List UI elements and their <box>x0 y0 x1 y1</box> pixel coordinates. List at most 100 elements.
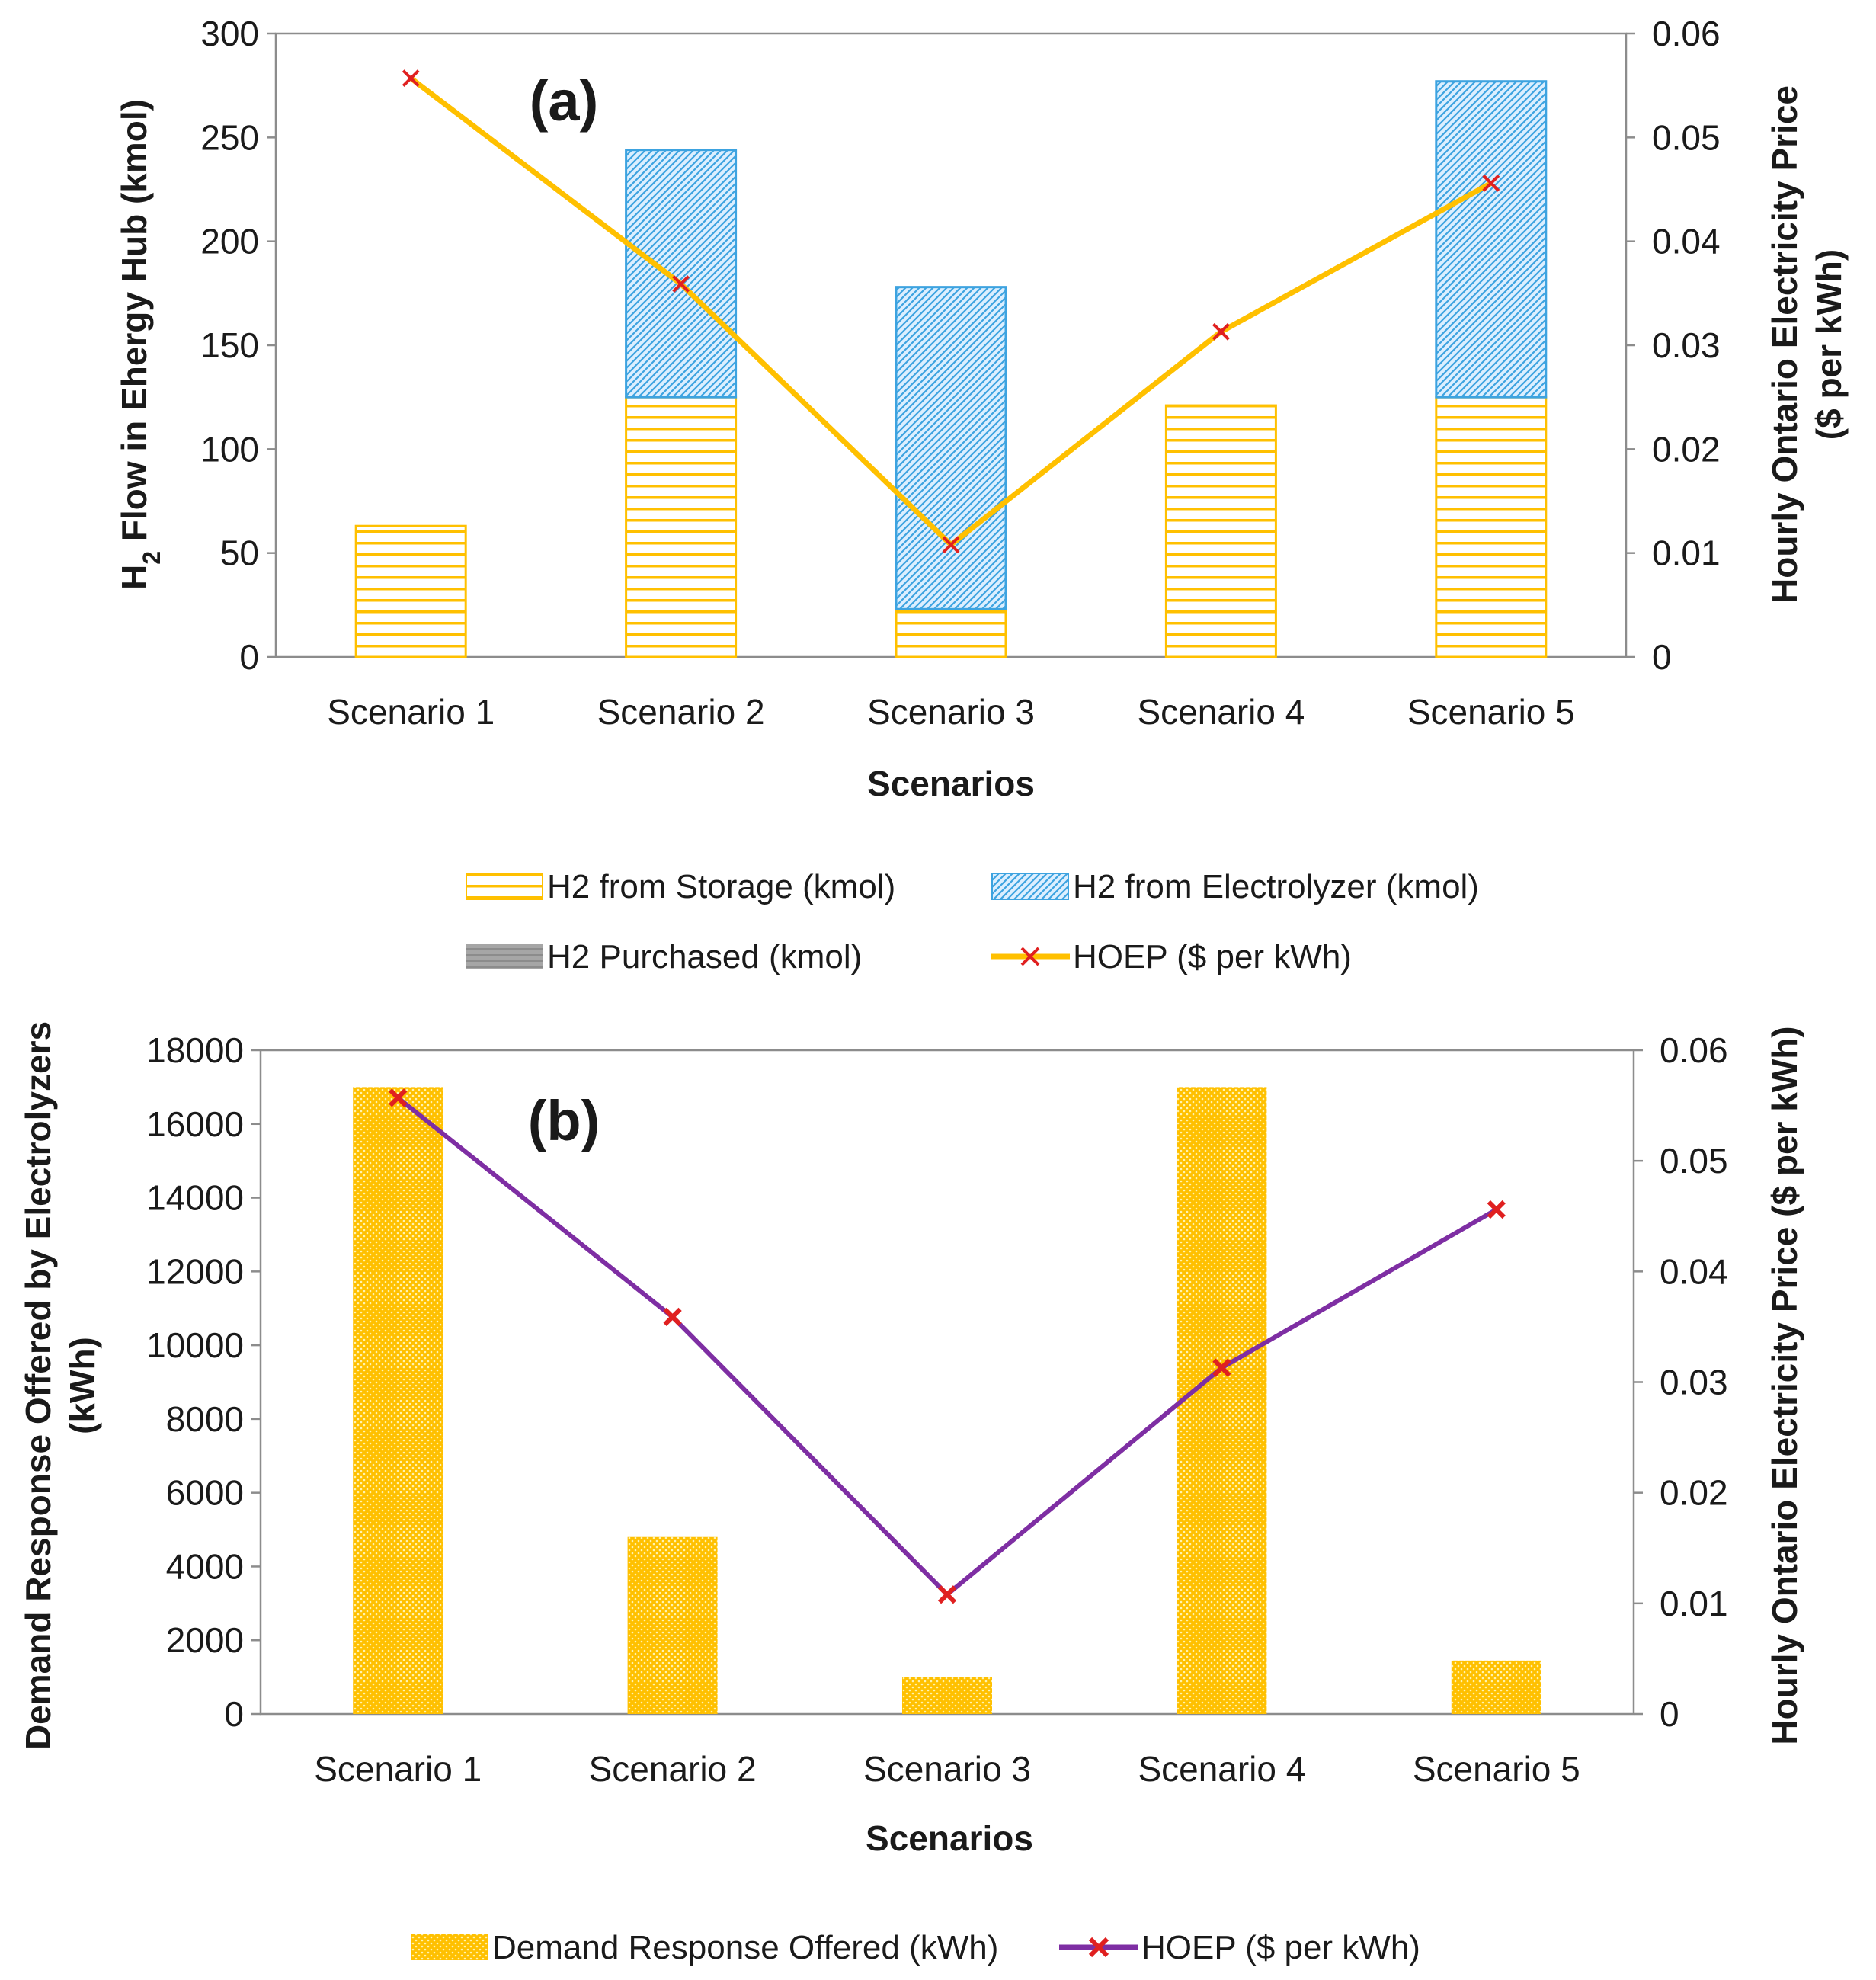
left-tick-label: 250 <box>200 117 259 157</box>
legend-swatch-purchased <box>466 944 543 969</box>
hoep-line <box>396 1096 1498 1597</box>
y2-axis-title-line1: Hourly Ontario Electricity Price <box>1765 85 1804 604</box>
left-tick-label: 150 <box>200 325 259 365</box>
hoep-marker-3 <box>937 1585 957 1604</box>
panel-label: (b) <box>528 1089 600 1152</box>
legend-label-purchased: H2 Purchased (kmol) <box>547 938 862 976</box>
bar-dots-4 <box>1177 1087 1267 1714</box>
category-tick-labels: Scenario 1 Scenario 2 Scenario 3 Scenario 4… <box>327 692 1575 732</box>
hoep-marker-2 <box>672 275 690 293</box>
y-axis-title: H2 Flow in Ehergy Hub (kmol) <box>114 99 165 590</box>
category-label-2: Scenario 2 <box>589 1749 757 1789</box>
hoep-marker-4 <box>1212 1358 1231 1377</box>
category-label-1: Scenario 1 <box>314 1749 482 1789</box>
y2-axis-title: Hourly Ontario Electricity Price ($ per … <box>1765 1026 1804 1745</box>
left-tick-label: 14000 <box>146 1178 244 1218</box>
x-axis-title: Scenarios <box>867 764 1035 803</box>
category-label-1: Scenario 1 <box>327 692 495 732</box>
left-tick-label: 10000 <box>146 1325 244 1365</box>
bar-dots-2 <box>627 1536 718 1714</box>
legend-label-electrolyzer: H2 from Electrolyzer (kmol) <box>1073 868 1479 905</box>
left-tick-label: 16000 <box>146 1104 244 1144</box>
category-label-3: Scenario 3 <box>867 692 1035 732</box>
right-tick-label: 0.06 <box>1652 14 1721 53</box>
right-tick-label: 0 <box>1652 637 1672 677</box>
legend-marker-hoep-a <box>1020 947 1040 966</box>
left-axis-ticks: 0 50 100 150 200 250 300 <box>200 14 276 677</box>
legend-label-hoep-a: HOEP ($ per kWh) <box>1073 938 1352 976</box>
bar-diagonal-5 <box>1435 80 1548 399</box>
legend-swatch-demand-response <box>411 1934 488 1960</box>
category-label-5: Scenario 5 <box>1413 1749 1580 1789</box>
chart-panel-a: 0 50 100 150 200 250 300 0 0.01 0.02 0.03 0.04 0.05… <box>114 14 1849 976</box>
category-label-2: Scenario 2 <box>597 692 765 732</box>
hoep-marker-5 <box>1487 1200 1506 1219</box>
legend-label-demand-response: Demand Response Offered (kWh) <box>492 1929 998 1966</box>
category-label-3: Scenario 3 <box>863 1749 1031 1789</box>
left-tick-label: 200 <box>200 222 259 261</box>
right-tick-label: 0 <box>1660 1694 1679 1734</box>
bar-group <box>354 80 1548 658</box>
left-tick-label: 0 <box>224 1694 244 1734</box>
left-axis-ticks: 0 2000 4000 6000 8000 10000 12000 14000 16000 180… <box>146 1030 261 1734</box>
bar-horizontal-2 <box>625 396 738 658</box>
left-tick-label: 0 <box>239 637 259 677</box>
right-tick-label: 0.05 <box>1652 117 1721 157</box>
y-axis-title-main: H <box>114 565 154 590</box>
legend-item-hoep-a: HOEP ($ per kWh) <box>991 938 1352 976</box>
y-axis-title-line1: Demand Response Offered by Electrolyzers <box>18 1021 58 1750</box>
hoep-line-group <box>402 69 1500 554</box>
bar-horizontal-1 <box>354 524 467 658</box>
x-axis-title: Scenarios <box>866 1818 1033 1858</box>
y2-axis-title-line2: ($ per kWh) <box>1809 249 1849 440</box>
left-tick-label: 18000 <box>146 1030 244 1070</box>
legend-label-storage: H2 from Storage (kmol) <box>547 868 895 905</box>
left-tick-label: 100 <box>200 429 259 469</box>
legend-swatch-electrolyzer <box>991 873 1069 900</box>
hoep-marker-1 <box>389 1088 408 1107</box>
hoep-marker-3 <box>942 536 960 554</box>
panel-label: (a) <box>530 69 598 133</box>
category-label-4: Scenario 4 <box>1137 692 1305 732</box>
right-tick-label: 0.01 <box>1652 533 1721 573</box>
y-axis-title-rest: Flow in Ehergy Hub (kmol) <box>114 99 154 551</box>
legend-item-storage: H2 from Storage (kmol) <box>466 868 895 905</box>
y-axis-title-line2: (kWh) <box>62 1337 102 1434</box>
hoep-marker-2 <box>663 1307 682 1326</box>
right-tick-label: 0.05 <box>1660 1141 1728 1181</box>
right-tick-label: 0.06 <box>1660 1030 1728 1070</box>
bar-dots-3 <box>902 1677 992 1714</box>
legend-marker-hoep-b <box>1088 1937 1109 1958</box>
legend-a: H2 from Storage (kmol) H2 from Electroly… <box>466 868 1479 976</box>
hoep-marker-1 <box>402 69 420 88</box>
category-tick-labels: Scenario 1 Scenario 2 Scenario 3 Scenario 4… <box>314 1749 1580 1789</box>
legend-swatch-storage <box>466 873 543 900</box>
left-tick-label: 50 <box>220 533 259 573</box>
legend-item-demand-response: Demand Response Offered (kWh) <box>411 1929 998 1966</box>
bar-diagonal-2 <box>625 149 738 399</box>
right-tick-label: 0.01 <box>1660 1584 1728 1623</box>
legend-item-hoep-b: HOEP ($ per kWh) <box>1059 1929 1420 1966</box>
right-axis-ticks: 0 0.01 0.02 0.03 0.04 0.05 0.06 <box>1626 14 1721 677</box>
bar-diagonal-3 <box>895 286 1007 610</box>
left-tick-label: 2000 <box>166 1620 244 1660</box>
hoep-marker-4 <box>1212 322 1230 341</box>
category-label-4: Scenario 4 <box>1138 1749 1305 1789</box>
right-tick-label: 0.03 <box>1660 1363 1728 1402</box>
legend-label-hoep-b: HOEP ($ per kWh) <box>1141 1929 1420 1966</box>
left-tick-label: 300 <box>200 14 259 53</box>
legend-b: Demand Response Offered (kWh) HOEP ($ pe… <box>411 1929 1420 1966</box>
bar-horizontal-5 <box>1435 396 1548 658</box>
left-tick-label: 12000 <box>146 1251 244 1291</box>
left-tick-label: 8000 <box>166 1399 244 1439</box>
chart-panel-b: 0 2000 4000 6000 8000 10000 12000 14000 16000 180… <box>18 1021 1804 1966</box>
legend-item-purchased: H2 Purchased (kmol) <box>466 938 862 976</box>
bar-dots-5 <box>1451 1660 1541 1714</box>
bar-dots-1 <box>353 1087 443 1714</box>
bar-horizontal-3 <box>895 607 1007 658</box>
category-label-5: Scenario 5 <box>1407 692 1575 732</box>
hoep-line-group <box>389 1088 1506 1604</box>
right-tick-label: 0.02 <box>1652 429 1721 469</box>
right-tick-label: 0.02 <box>1660 1473 1728 1513</box>
